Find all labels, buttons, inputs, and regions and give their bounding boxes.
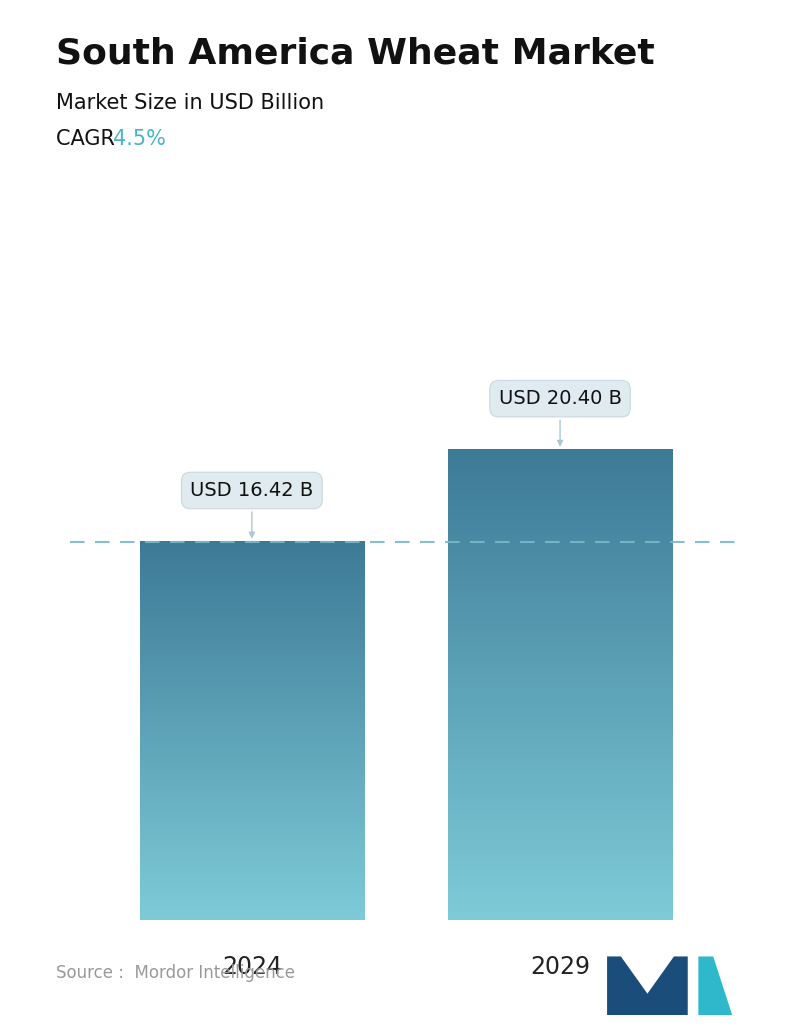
Text: 2024: 2024 [222, 954, 282, 979]
Text: 2029: 2029 [530, 954, 590, 979]
Text: Source :  Mordor Intelligence: Source : Mordor Intelligence [56, 965, 295, 982]
Text: 4.5%: 4.5% [113, 129, 166, 149]
Text: USD 16.42 B: USD 16.42 B [190, 481, 314, 538]
Text: South America Wheat Market: South America Wheat Market [56, 36, 654, 70]
Text: Market Size in USD Billion: Market Size in USD Billion [56, 93, 324, 113]
Text: CAGR: CAGR [56, 129, 121, 149]
Text: USD 20.40 B: USD 20.40 B [498, 389, 622, 446]
